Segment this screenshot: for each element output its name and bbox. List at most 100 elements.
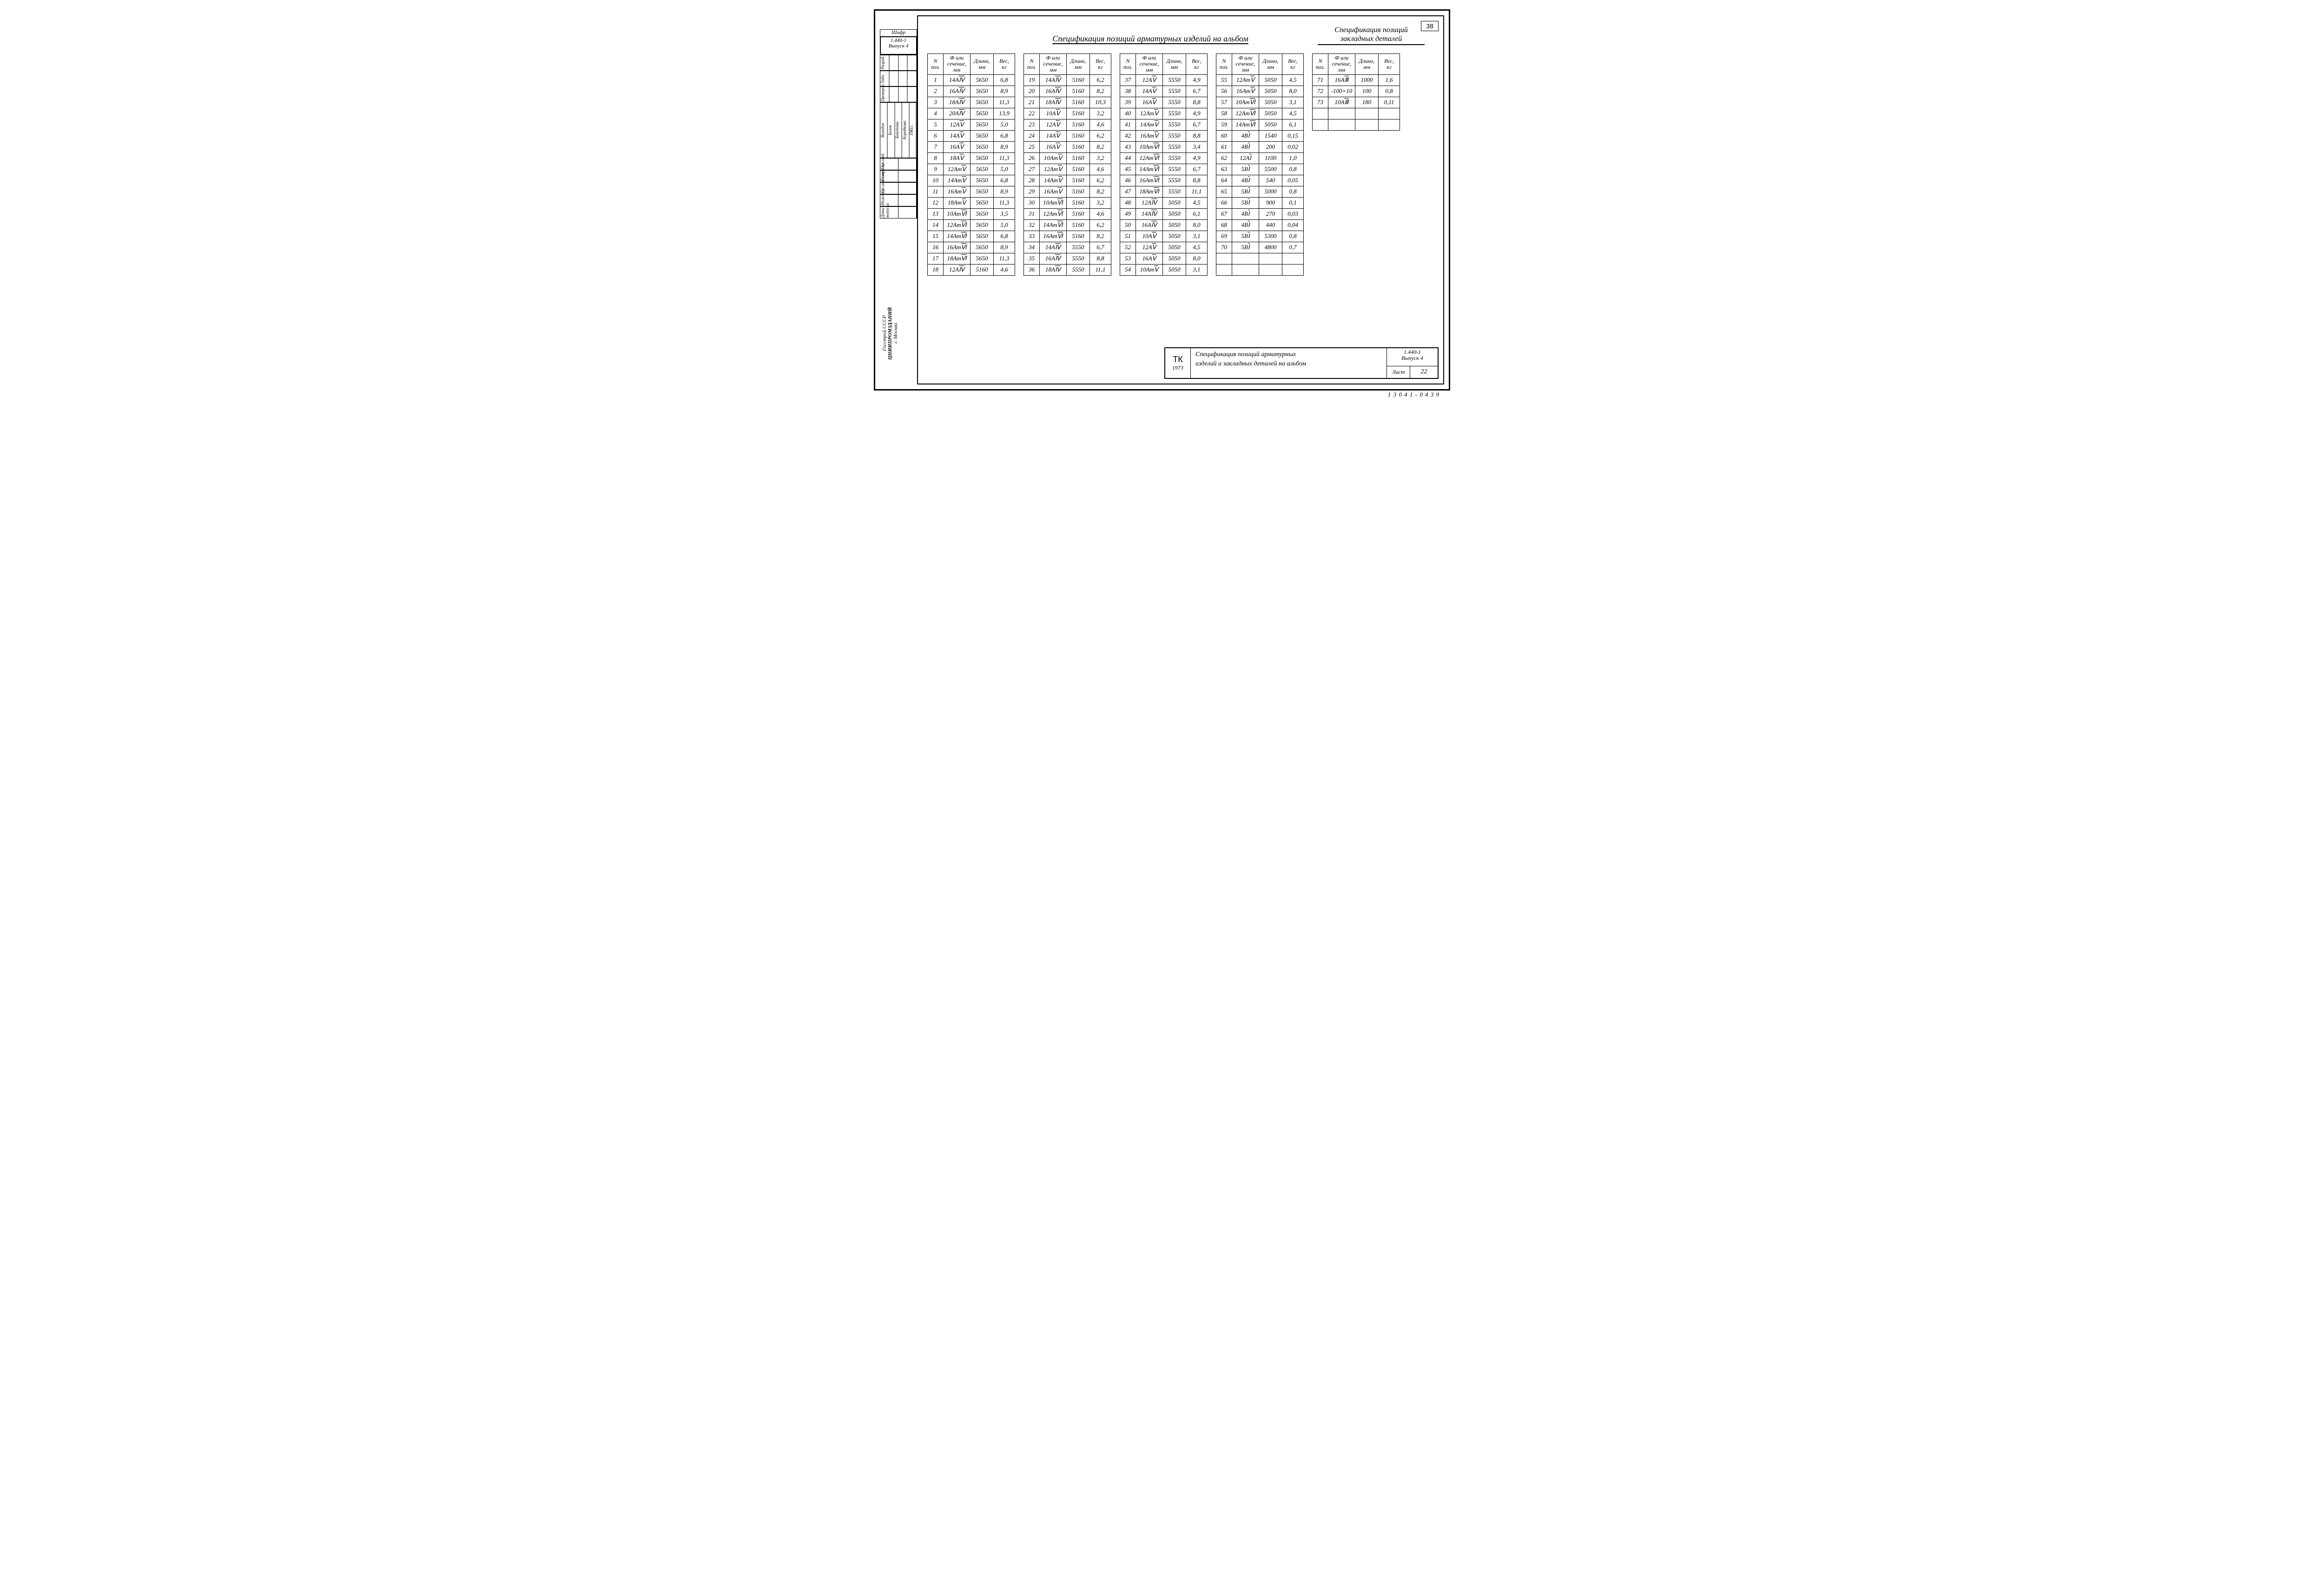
table-row: 63 5ВⅠ 5500 0,8 [1216, 164, 1304, 175]
table-row: 33 16АтⅥ 5160 8,2 [1024, 231, 1111, 242]
org-l1: Госстрой СССР [882, 316, 887, 351]
footer-code: 1 3 0 4 1 - 0 4 3 9 [1388, 391, 1439, 398]
table-row: 22 10АⅤ 5160 3,2 [1024, 108, 1111, 119]
table-row: 7 16АⅤ 5650 8,9 [928, 141, 1015, 152]
spec-table-embedded: Nпоз. Ф илисечение,мм Длина,мм Вес,кг 71… [1312, 53, 1400, 131]
table-row: 17 18АтⅥ 5650 11,3 [928, 253, 1015, 264]
title-sub-l2: закладных деталей [1340, 35, 1402, 43]
table-row: 30 10АтⅥ 5160 3,2 [1024, 197, 1111, 208]
table-row: 36 18АⅣ 5550 11,1 [1024, 264, 1111, 275]
table-row [1313, 119, 1400, 130]
table-row: 66 5ВⅠ 900 0,1 [1216, 197, 1304, 208]
table-row: 35 16АⅣ 5550 8,8 [1024, 253, 1111, 264]
table-row: 18 12АⅣ 5160 4,6 [928, 264, 1015, 275]
table-row: 54 10АтⅤ 5050 3,1 [1120, 264, 1208, 275]
title-block: ТК 1973 Спецификация позиций арматурных … [1164, 347, 1439, 379]
table-row: 48 12АⅣ 5050 4,5 [1120, 197, 1208, 208]
table-row: 41 14АтⅤ 5550 6,7 [1120, 119, 1208, 130]
table-row: 16 16АтⅥ 5650 8,9 [928, 242, 1015, 253]
table-row: 28 14АтⅤ 5160 6,2 [1024, 175, 1111, 186]
table-row: 72 -100×10 100 0,8 [1313, 86, 1400, 97]
drawing-sheet: 38 Спецификация позиций арматурных издел… [874, 9, 1450, 391]
tb-code: 1.440-1Выпуск 4 [1387, 348, 1438, 366]
spec-table-2: Nпоз. Ф илисечение,мм Длина,мм Вес,кг 19… [1023, 53, 1111, 276]
table-row: 45 14АтⅥ 5550 6,7 [1120, 164, 1208, 175]
shifr-label: Шифр [880, 29, 917, 36]
tb-tk: ТК 1973 [1165, 348, 1190, 378]
tb-description: Спецификация позиций арматурных изделий … [1190, 348, 1386, 378]
table-row: 27 12АтⅤ 5160 4,6 [1024, 164, 1111, 175]
title-main: Спецификация позиций арматурных изделий … [974, 34, 1327, 44]
table-row: 4 20АⅣ 5650 13,9 [928, 108, 1015, 119]
title-sub-l1: Спецификация позиций [1334, 26, 1408, 34]
table-row: 61 4ВⅠ 200 0,02 [1216, 141, 1304, 152]
table-row: 26 10АтⅤ 5160 3,2 [1024, 152, 1111, 164]
table-row: 9 12АтⅤ 5650 5,0 [928, 164, 1015, 175]
table-row [1216, 253, 1304, 264]
table-row: 40 12АтⅤ 5550 4,9 [1120, 108, 1208, 119]
approval-row: Нач.отд. [880, 158, 917, 170]
approval-row: Гл.инж.пр. [880, 170, 917, 182]
table-row: 38 14АⅤ 5550 6,7 [1120, 86, 1208, 97]
table-row: 71 16АⅢ 1000 1,6 [1313, 74, 1400, 86]
tb-right: 1.440-1Выпуск 4 Лист 22 [1386, 348, 1438, 378]
table-row: 68 4ВⅠ 440 0,04 [1216, 219, 1304, 231]
table-row [1216, 264, 1304, 275]
spec-table-3: Nпоз. Ф илисечение,мм Длина,мм Вес,кг 37… [1120, 53, 1208, 276]
table-row: 15 14АтⅥ 5650 6,8 [928, 231, 1015, 242]
table-row: 29 16АтⅤ 5160 8,2 [1024, 186, 1111, 197]
table-row: 8 18АⅤ 5650 11,3 [928, 152, 1015, 164]
table-row: 25 16АⅤ 5160 8,2 [1024, 141, 1111, 152]
tb-desc-l1: Спецификация позиций арматурных [1195, 351, 1296, 358]
approval-stack: Разраб. Табл. Проверил ВолодинБеловБекет… [880, 55, 917, 282]
organization-vertical: Госстрой СССР ЦНИИПРОМЗДАНИЙ г. Москва [882, 287, 898, 380]
org-l2: ЦНИИПРОМЗДАНИЙ [887, 307, 893, 359]
table-row: 58 12АтⅥ 5050 4,5 [1216, 108, 1304, 119]
table-row: 2 16АⅣ 5650 8,9 [928, 86, 1015, 97]
table-row: 32 14АтⅥ 5160 6,2 [1024, 219, 1111, 231]
table-row: 37 12АⅤ 5550 4,9 [1120, 74, 1208, 86]
table-row: 21 18АⅣ 5160 10,3 [1024, 97, 1111, 108]
table-row: 50 16АⅣ 5050 8,0 [1120, 219, 1208, 231]
table-row: 31 12АтⅥ 5160 4,6 [1024, 208, 1111, 219]
title-sub: Спецификация позиций закладных деталей [1318, 26, 1425, 45]
table-row: 44 12АтⅥ 5550 4,9 [1120, 152, 1208, 164]
approval-row: Разраб. [880, 55, 917, 71]
table-row: 5 12АⅤ 5650 5,0 [928, 119, 1015, 130]
table-row: 70 5ВⅠ 4800 0,7 [1216, 242, 1304, 253]
spec-table-4: Nпоз. Ф илисечение,мм Длина,мм Вес,кг 55… [1216, 53, 1304, 276]
table-row: 52 12АⅤ 5050 4,5 [1120, 242, 1208, 253]
table-row: 23 12АⅤ 5160 4,6 [1024, 119, 1111, 130]
table-row: 42 16АтⅤ 5550 8,8 [1120, 130, 1208, 141]
table-row: 57 10АтⅥ 5050 3,1 [1216, 97, 1304, 108]
table-row: 34 14АⅣ 5550 6,7 [1024, 242, 1111, 253]
table-row: 47 18АтⅥ 5550 11,1 [1120, 186, 1208, 197]
table-row: 62 12АⅠ 1100 1,0 [1216, 152, 1304, 164]
table-row: 64 4ВⅠ 540 0,05 [1216, 175, 1304, 186]
table-row: 10 14АтⅤ 5650 6,8 [928, 175, 1015, 186]
table-row: 19 14АⅣ 5160 6,2 [1024, 74, 1111, 86]
table-row: 56 16АтⅤ 5050 8,0 [1216, 86, 1304, 97]
table-row: 55 12АтⅤ 5050 4,5 [1216, 74, 1304, 86]
table-row: 60 4ВⅠ 1540 0,15 [1216, 130, 1304, 141]
table-row: 53 16АⅤ 5050 8,0 [1120, 253, 1208, 264]
table-row: 65 5ВⅠ 5000 0,8 [1216, 186, 1304, 197]
table-row: 67 4ВⅠ 270 0,03 [1216, 208, 1304, 219]
table-row: 73 10АⅢ 180 0,11 [1313, 97, 1400, 108]
tb-tk-label: ТК [1173, 355, 1182, 364]
table-row: 51 10АⅤ 5050 3,1 [1120, 231, 1208, 242]
inner-frame: 38 Спецификация позиций арматурных издел… [917, 15, 1444, 384]
table-row: 43 10АтⅥ 5550 3,4 [1120, 141, 1208, 152]
shifr-l2: Выпуск 4 [889, 43, 909, 49]
table-row: 1 14АⅣ 5650 6,8 [928, 74, 1015, 86]
approval-row: Проверил [880, 86, 917, 102]
table-row: 24 14АⅤ 5160 6,2 [1024, 130, 1111, 141]
table-row: 49 14АⅣ 5050 6,1 [1120, 208, 1208, 219]
approval-row: Дата выпуска [880, 206, 917, 219]
org-l3: г. Москва [893, 323, 898, 344]
approval-row: Ст.инженер [880, 182, 917, 194]
table-row: 59 14АтⅥ 5050 6,1 [1216, 119, 1304, 130]
approval-row: Табл. [880, 71, 917, 86]
tb-year: 1973 [1172, 364, 1183, 371]
spec-table-1: Nпоз. Ф илисечение,мм Длина,мм Вес,кг 1 … [927, 53, 1015, 276]
